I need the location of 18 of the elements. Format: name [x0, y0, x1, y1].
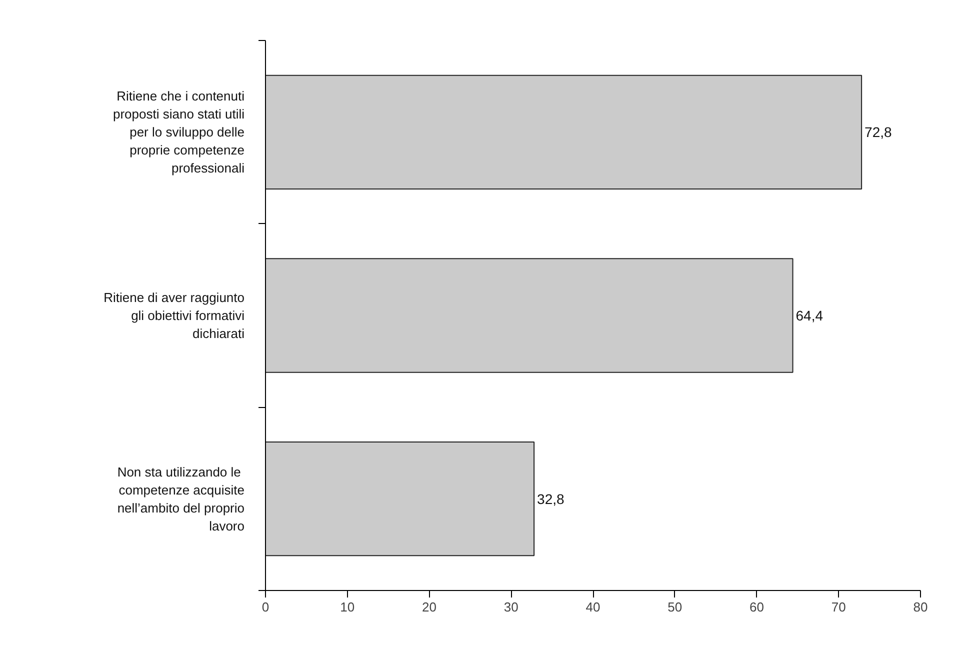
x-tick-label: 20 [422, 600, 436, 614]
x-tick-label: 80 [913, 600, 928, 614]
bar [266, 258, 794, 373]
data-label: 72,8 [864, 124, 892, 140]
data-label: 32,8 [537, 490, 565, 507]
x-tick-label: 60 [750, 600, 764, 614]
bar [266, 74, 862, 190]
x-tick-label: 30 [504, 600, 518, 614]
x-tick-label: 40 [586, 600, 600, 614]
x-tick-label: 70 [831, 600, 846, 614]
y-tick-label: Non sta utilizzando le competenze acquisite nell’ambito del proprio lavoro [117, 464, 245, 534]
x-tick-label: 10 [340, 600, 355, 614]
y-tick-label: Ritiene che i contenuti proposti siano stati utili per lo sviluppo delle proprie competenze professionali [112, 88, 245, 176]
x-tick-label: 0 [262, 600, 270, 614]
data-label: 64,4 [796, 308, 824, 324]
bar [266, 442, 535, 556]
y-tick-label: Ritiene di aver raggiunto gli obiettivi formativi dichiarati [104, 290, 245, 341]
x-tick-label: 50 [668, 600, 682, 614]
